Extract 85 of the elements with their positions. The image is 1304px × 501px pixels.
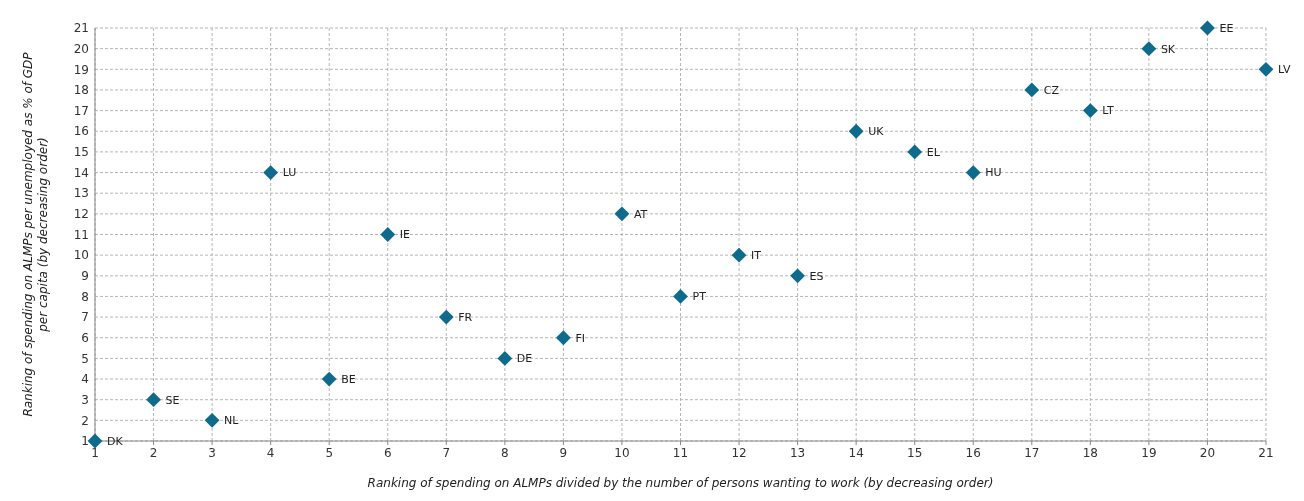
y-tick-label: 11: [73, 227, 89, 242]
point: [1024, 82, 1040, 98]
x-tick-label: 8: [501, 446, 509, 460]
point: [907, 144, 923, 160]
x-tick-label: 1: [91, 446, 99, 460]
x-tick-label: 4: [266, 446, 275, 460]
point: [1082, 103, 1098, 119]
annotation: DK: [107, 434, 124, 448]
x-tick-label: 15: [907, 446, 923, 460]
point: [1141, 41, 1157, 57]
annotation: LU: [282, 166, 297, 180]
y-tick-label: 4: [81, 372, 89, 387]
x-tick-label: 13: [789, 446, 806, 460]
point: [263, 165, 279, 180]
y-tick-label: 13: [73, 186, 89, 201]
annotation: PT: [692, 290, 707, 304]
x-tick-label: 12: [731, 446, 747, 460]
x-tick-label: 16: [965, 446, 981, 460]
y-tick-label: 16: [73, 124, 89, 139]
y-tick-label: 20: [73, 41, 89, 56]
point: [555, 330, 571, 346]
x-axis-title: Ranking of spending on ALMPs divided by the number of persons wanting to work (by decreasing order): [367, 476, 994, 490]
y-tick-label: 19: [73, 62, 89, 77]
x-tick-label: 6: [383, 446, 392, 460]
annotation: EL: [926, 145, 941, 159]
annotation: NL: [224, 414, 240, 428]
point: [146, 392, 161, 408]
y-tick-label: 3: [81, 392, 89, 407]
x-tick-label: 20: [1199, 446, 1216, 460]
y-tick-label: 21: [73, 21, 89, 36]
x-tick-label: 17: [1024, 446, 1040, 460]
point: [87, 433, 103, 449]
annotation: AT: [633, 207, 648, 221]
annotation: FR: [458, 310, 473, 324]
y-tick-label: 7: [81, 310, 89, 325]
x-tick-label: 11: [672, 446, 689, 460]
x-tick-label: 14: [848, 446, 864, 460]
x-tick-label: 2: [149, 446, 158, 460]
point: [790, 268, 806, 284]
annotation: CZ: [1043, 83, 1060, 97]
y-tick-label: 8: [81, 289, 89, 304]
y-tick-label: 12: [73, 207, 89, 222]
point: [380, 227, 396, 242]
point: [321, 371, 337, 387]
y-tick-label: 1: [81, 434, 89, 449]
annotation: SE: [165, 393, 180, 407]
point: [673, 289, 688, 304]
annotation: UK: [868, 125, 885, 139]
x-tick-label: 5: [325, 446, 334, 460]
annotation: FI: [575, 331, 585, 345]
x-tick-label: 9: [559, 446, 568, 460]
y-tick-label: 18: [73, 83, 89, 98]
x-tick-label: 19: [1141, 446, 1157, 460]
annotation: EE: [1219, 21, 1234, 35]
x-tick-label: 18: [1082, 446, 1098, 460]
y-tick-label: 5: [81, 351, 89, 366]
annotation: ES: [809, 269, 824, 283]
y-tick-label: 17: [73, 103, 89, 118]
point: [438, 309, 454, 325]
x-tick-label: 3: [208, 446, 216, 460]
annotation: DE: [516, 352, 533, 366]
point: [1258, 61, 1274, 77]
point: [848, 123, 864, 139]
y-axis-title: Ranking of spending on ALMPs per unemployed as % of GDP per capita (by decreasing order): [21, 51, 50, 417]
annotation: BE: [341, 372, 356, 386]
annotation: IT: [751, 249, 762, 262]
y-tick-label: 2: [81, 413, 89, 428]
annotation: IE: [399, 228, 410, 242]
point: [614, 206, 630, 222]
y-tick-label: 9: [81, 269, 89, 283]
x-tick-label: 7: [442, 446, 451, 460]
point: [965, 165, 981, 180]
annotation: LT: [1102, 104, 1114, 118]
annotation: LV: [1278, 63, 1291, 77]
point: [204, 412, 220, 428]
annotation: HU: [985, 166, 1002, 180]
point: [731, 247, 747, 263]
y-tick-label: 15: [73, 145, 89, 160]
point: [497, 350, 513, 366]
y-tick-label: 14: [73, 165, 89, 180]
y-tick-label: 6: [81, 330, 89, 345]
annotation: SK: [1160, 42, 1176, 56]
x-tick-label: 21: [1258, 446, 1274, 460]
x-tick-label: 10: [614, 446, 630, 460]
y-tick-label: 10: [73, 248, 89, 263]
